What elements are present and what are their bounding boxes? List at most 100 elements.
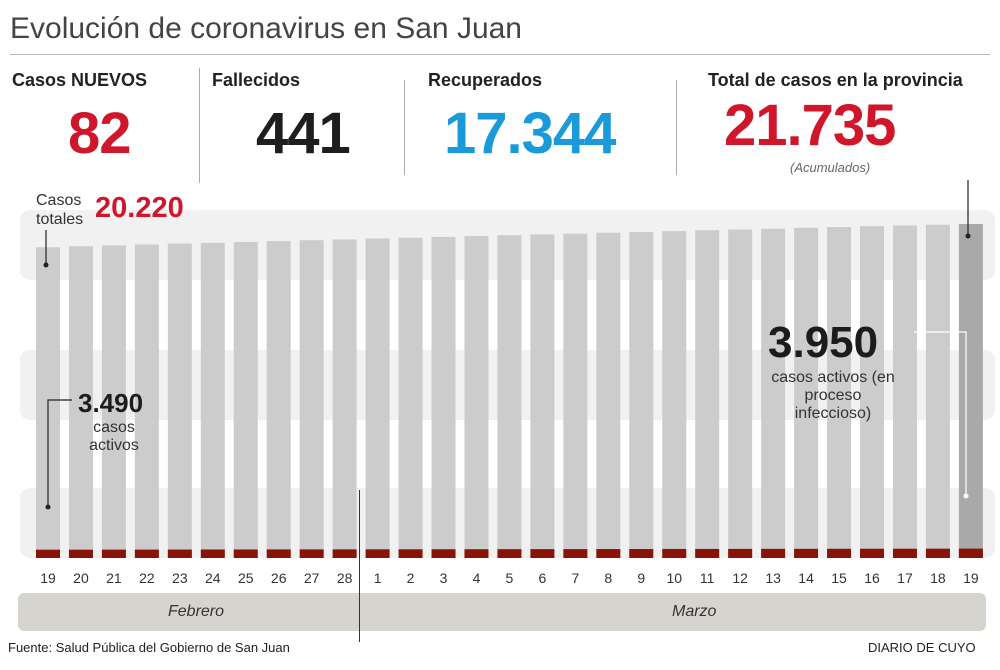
bar-active (497, 549, 522, 558)
month-label-marzo: Marzo (672, 603, 717, 620)
bar-total (892, 225, 917, 559)
bar-active (629, 549, 654, 558)
bar-active (958, 548, 983, 558)
leader-dot (45, 504, 51, 510)
start-active-value: 3.490 (78, 388, 144, 418)
bar-total (827, 226, 852, 558)
bar-total (431, 236, 456, 558)
x-tick-label: 10 (666, 570, 682, 586)
x-tick-label: 23 (172, 570, 188, 586)
bar-total (134, 244, 159, 558)
start-total-value: 20.220 (95, 192, 184, 224)
x-tick-label: 15 (831, 570, 847, 586)
x-tick-label: 9 (637, 570, 645, 586)
x-tick-label: 1 (374, 570, 382, 586)
x-tick-label: 14 (798, 570, 814, 586)
bar-total (266, 241, 291, 559)
month-divider (359, 490, 360, 642)
bar-total (332, 239, 357, 558)
bar-active (167, 549, 192, 558)
bar-total (761, 228, 786, 559)
leader-dot (965, 233, 971, 239)
x-tick-label: 8 (604, 570, 612, 586)
stat-divider (404, 80, 405, 175)
bar-active (365, 549, 390, 558)
bar-active (36, 549, 60, 558)
bar-active (332, 549, 357, 558)
bar-active (596, 549, 621, 558)
bar-total (925, 224, 950, 558)
x-tick-label: 12 (732, 570, 748, 586)
bar-active (728, 548, 753, 558)
bar-active (101, 549, 126, 558)
bar-total (233, 241, 258, 558)
x-tick-label: 28 (337, 570, 353, 586)
x-tick-label: 19 (963, 570, 979, 586)
stat-label-recovered: Recuperados (428, 70, 543, 90)
x-tick-label: 7 (571, 570, 579, 586)
end-active-value: 3.950 (768, 318, 879, 367)
bar-active (794, 548, 819, 558)
bar-total (299, 240, 324, 558)
bar-total (958, 224, 983, 558)
bar-total (398, 237, 423, 558)
leader-dot (43, 262, 49, 268)
bar-total (68, 246, 93, 558)
stat-value-recovered: 17.344 (444, 101, 616, 166)
stat-divider (199, 68, 200, 183)
bar-active (662, 548, 687, 558)
bar-total (497, 235, 522, 559)
bar-active (299, 549, 324, 558)
bar-total (101, 245, 126, 558)
bar-active (695, 548, 720, 558)
leader-line (47, 399, 72, 507)
stat-value-new: 82 (68, 101, 132, 166)
leader-line (914, 331, 967, 496)
bar-total (464, 236, 489, 558)
x-tick-label: 2 (407, 570, 415, 586)
month-label-febrero: Febrero (168, 603, 225, 620)
x-tick-label: 17 (897, 570, 913, 586)
brand-text: DIARIO DE CUYO (868, 640, 976, 655)
stat-label-new: Casos NUEVOS (12, 70, 148, 90)
x-tick-label: 13 (765, 570, 781, 586)
x-tick-label: 25 (238, 570, 254, 586)
bar-active (827, 548, 852, 558)
stat-divider (676, 80, 677, 175)
end-active-label: casos activos (en proceso infeccioso) (771, 369, 895, 422)
x-tick-label: 16 (864, 570, 880, 586)
bar-active (464, 549, 489, 558)
x-tick-label: 21 (106, 570, 122, 586)
bar-total (695, 230, 720, 558)
bar-total (728, 229, 753, 558)
bar-active (860, 548, 884, 558)
stat-value-total: 21.735 (724, 93, 896, 158)
stat-label-total: Total de casos en la provincia (708, 70, 963, 90)
bar-active (266, 549, 291, 558)
bar-active (563, 549, 588, 558)
stat-value-deaths: 441 (256, 101, 351, 166)
x-tick-label: 19 (40, 570, 56, 586)
bar-active (530, 549, 555, 558)
month-bar (18, 593, 986, 631)
page-title: Evolución de coronavirus en San Juan (10, 12, 522, 45)
bar-active (233, 549, 258, 558)
x-tick-label: 5 (506, 570, 514, 586)
x-tick-label: 27 (304, 570, 320, 586)
bar-active (398, 549, 423, 558)
start-active-label: casos activos (89, 419, 139, 454)
x-tick-label: 11 (700, 570, 715, 586)
bar-total (563, 233, 588, 559)
x-tick-label: 22 (139, 570, 155, 586)
bar-active (892, 548, 917, 558)
bar-total (629, 231, 654, 558)
bar-active (200, 549, 225, 558)
bar-total (365, 238, 390, 559)
x-tick-label: 4 (473, 570, 481, 586)
title-divider (10, 54, 990, 55)
x-tick-label: 6 (539, 570, 547, 586)
leader-dot (963, 493, 969, 499)
x-tick-label: 3 (440, 570, 448, 586)
bar-total (860, 226, 884, 558)
